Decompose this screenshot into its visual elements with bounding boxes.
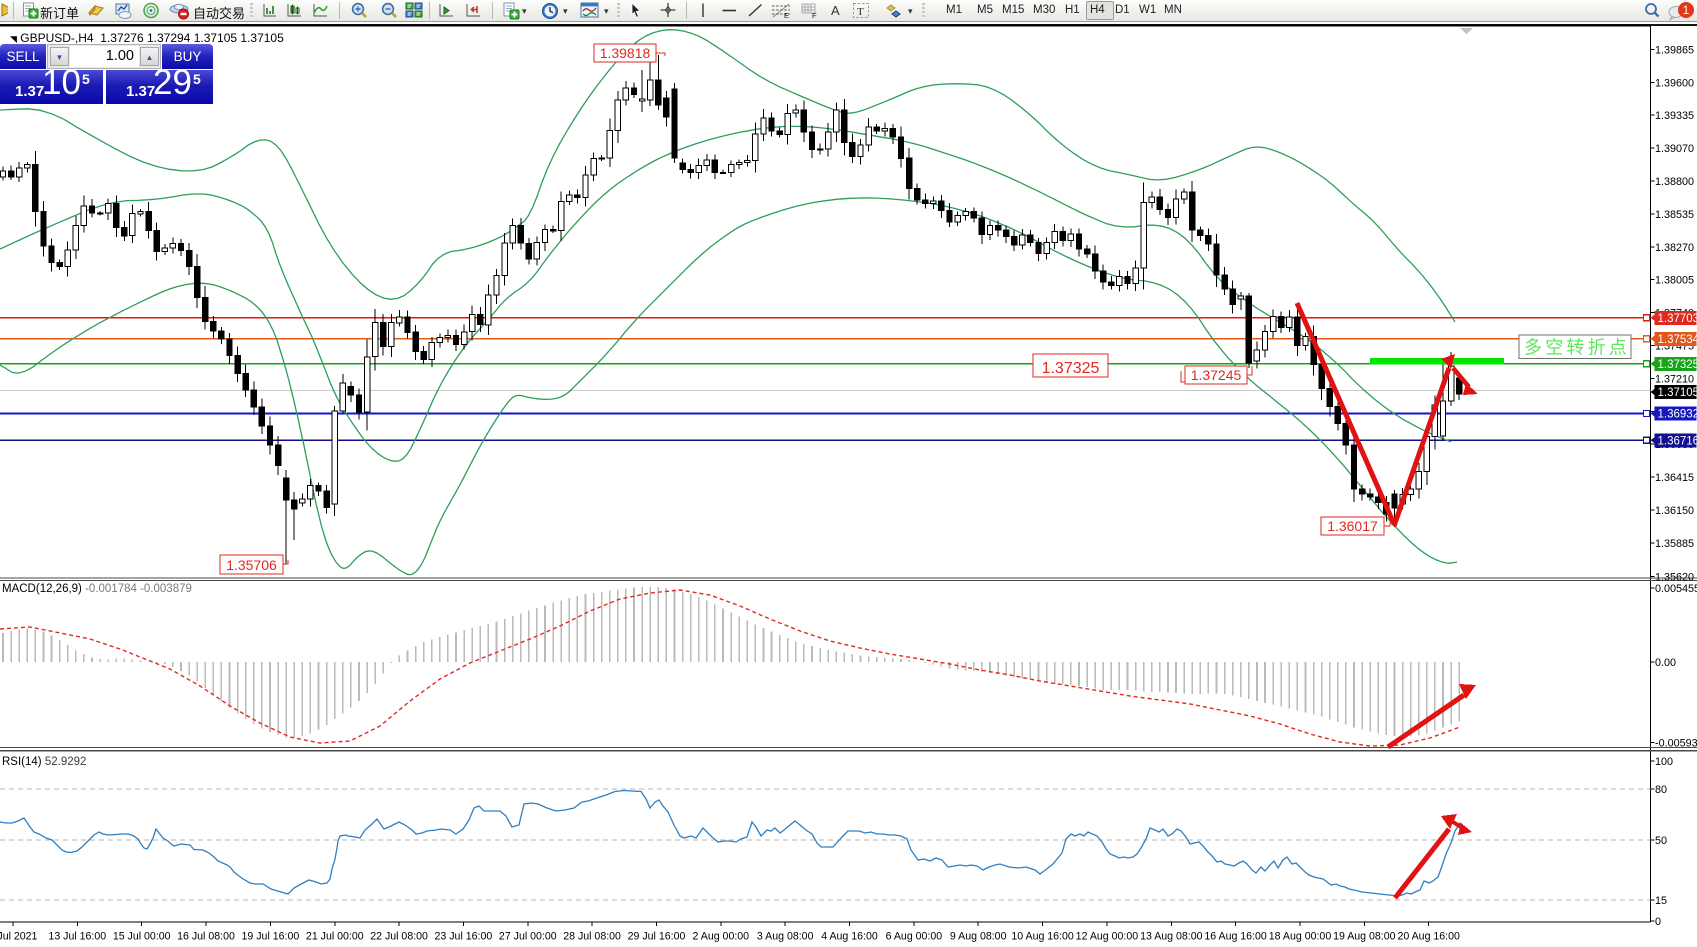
svg-text:1.37325: 1.37325: [1658, 359, 1697, 371]
svg-text:15: 15: [1655, 895, 1667, 907]
svg-text:9 Aug 08:00: 9 Aug 08:00: [950, 931, 1007, 943]
svg-text:1.36415: 1.36415: [1655, 472, 1694, 484]
svg-text:多空转折点: 多空转折点: [1524, 338, 1630, 358]
svg-text:50: 50: [1655, 835, 1667, 847]
svg-text:1.36150: 1.36150: [1655, 505, 1694, 517]
svg-text:1.39865: 1.39865: [1655, 44, 1694, 56]
svg-text:1.37105: 1.37105: [1658, 387, 1697, 399]
svg-text:1.38270: 1.38270: [1655, 242, 1694, 254]
svg-text:6 Aug 00:00: 6 Aug 00:00: [886, 931, 943, 943]
svg-text:19 Jul 16:00: 19 Jul 16:00: [242, 931, 300, 943]
svg-text:1.38535: 1.38535: [1655, 209, 1694, 221]
svg-text:1.37534: 1.37534: [1658, 334, 1697, 346]
svg-text:2 Jul 2021: 2 Jul 2021: [0, 931, 38, 943]
svg-text:3 Aug 08:00: 3 Aug 08:00: [757, 931, 814, 943]
svg-text:10 Aug 16:00: 10 Aug 16:00: [1011, 931, 1074, 943]
svg-text:1.37245: 1.37245: [1191, 367, 1242, 383]
svg-text:2 Aug 00:00: 2 Aug 00:00: [693, 931, 750, 943]
svg-text:29 Jul 16:00: 29 Jul 16:00: [628, 931, 686, 943]
svg-text:80: 80: [1655, 784, 1667, 796]
svg-text:0.00: 0.00: [1655, 657, 1676, 669]
svg-text:F: F: [812, 11, 817, 20]
svg-text:E: E: [784, 11, 789, 20]
svg-text:1.37210: 1.37210: [1655, 373, 1694, 385]
svg-text:1.38800: 1.38800: [1655, 176, 1694, 188]
svg-text:13 Aug 08:00: 13 Aug 08:00: [1140, 931, 1203, 943]
svg-text:23 Jul 16:00: 23 Jul 16:00: [435, 931, 493, 943]
svg-text:4 Aug 16:00: 4 Aug 16:00: [821, 931, 878, 943]
svg-text:1.36932: 1.36932: [1658, 409, 1697, 421]
svg-text:22 Jul 08:00: 22 Jul 08:00: [370, 931, 428, 943]
svg-text:RSI(14) 52.9292: RSI(14) 52.9292: [2, 756, 86, 768]
svg-text:1.35620: 1.35620: [1655, 571, 1694, 583]
svg-text:1.35706: 1.35706: [226, 557, 277, 573]
svg-text:19 Aug 08:00: 19 Aug 08:00: [1333, 931, 1396, 943]
svg-text:27 Jul 00:00: 27 Jul 00:00: [499, 931, 557, 943]
svg-text:T: T: [857, 6, 864, 18]
svg-text:1.39335: 1.39335: [1655, 110, 1694, 122]
svg-text:13 Jul 16:00: 13 Jul 16:00: [48, 931, 106, 943]
svg-text:21 Jul 00:00: 21 Jul 00:00: [306, 931, 364, 943]
svg-text:100: 100: [1655, 756, 1673, 768]
svg-text:1.38005: 1.38005: [1655, 275, 1694, 287]
svg-text:0.005455: 0.005455: [1655, 583, 1697, 595]
svg-text:1: 1: [1683, 5, 1689, 17]
svg-text:16 Aug 16:00: 16 Aug 16:00: [1204, 931, 1267, 943]
svg-text:12 Aug 00:00: 12 Aug 00:00: [1076, 931, 1139, 943]
svg-text:1.37325: 1.37325: [1042, 360, 1100, 377]
svg-text:1.39818: 1.39818: [600, 45, 651, 61]
svg-text:1.36716: 1.36716: [1658, 435, 1697, 447]
svg-text:18 Aug 00:00: 18 Aug 00:00: [1269, 931, 1332, 943]
svg-text:1.36017: 1.36017: [1327, 518, 1378, 534]
svg-text:0: 0: [1655, 916, 1661, 928]
svg-text:20 Aug 16:00: 20 Aug 16:00: [1397, 931, 1460, 943]
svg-text:28 Jul 08:00: 28 Jul 08:00: [563, 931, 621, 943]
svg-text:-0.005938: -0.005938: [1655, 738, 1697, 750]
svg-text:MACD(12,26,9) -0.001784 -0.003: MACD(12,26,9) -0.001784 -0.003879: [2, 583, 192, 595]
svg-text:1.35885: 1.35885: [1655, 538, 1694, 550]
svg-text:1.39070: 1.39070: [1655, 143, 1694, 155]
svg-text:1.39600: 1.39600: [1655, 77, 1694, 89]
svg-text:1.37703: 1.37703: [1658, 313, 1697, 325]
svg-text:15 Jul 00:00: 15 Jul 00:00: [113, 931, 171, 943]
svg-text:16 Jul 08:00: 16 Jul 08:00: [177, 931, 235, 943]
